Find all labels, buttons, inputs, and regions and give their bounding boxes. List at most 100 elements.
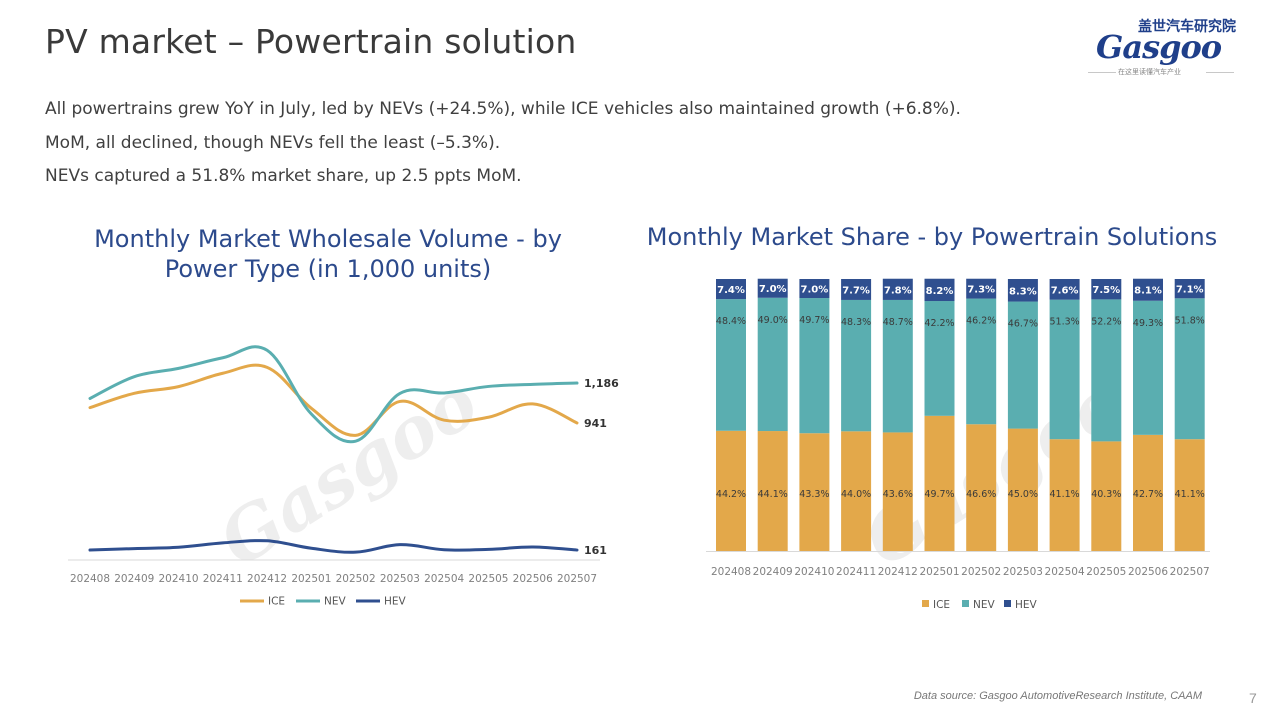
line-x-tick-label: 202503 (380, 573, 420, 585)
bar-segment-ice (1174, 439, 1205, 551)
summary-text: All powertrains grew YoY in July, led by… (45, 93, 961, 194)
bar-legend-label-hev: HEV (1015, 599, 1038, 611)
line-x-tick-label: 202409 (114, 573, 154, 585)
line-x-tick-label: 202411 (203, 573, 243, 585)
bar-x-tick-label: 202504 (1045, 566, 1085, 578)
summary-line-3: NEVs captured a 51.8% market share, up 2… (45, 166, 522, 186)
bar-data-label-nev: 46.7% (1008, 319, 1038, 330)
bar-segment-ice (1007, 428, 1038, 551)
bar-data-label-hev: 7.7% (842, 285, 870, 296)
bar-segment-nev (716, 299, 746, 431)
bar-data-label-nev: 42.2% (924, 318, 954, 329)
bar-data-label-ice: 43.6% (883, 489, 913, 500)
bar-segment-nev (1133, 300, 1163, 435)
line-end-label-hev: 161 (584, 544, 607, 557)
bar-data-label-ice: 40.3% (1091, 489, 1121, 500)
line-series-ice (88, 363, 579, 437)
line-x-tick-label: 202507 (557, 573, 597, 585)
line-x-tick-label: 202412 (247, 573, 287, 585)
line-x-tick-label: 202506 (513, 573, 553, 585)
bar-data-label-hev: 8.3% (1009, 286, 1037, 297)
line-end-label-ice: 941 (584, 417, 607, 430)
bar-x-tick-label: 202505 (1086, 566, 1126, 578)
line-end-label-nev: 1,186 (584, 377, 619, 390)
bar-segment-nev (882, 299, 913, 433)
bar-x-tick-label: 202502 (961, 566, 1001, 578)
bar-segment-nev (1049, 299, 1080, 440)
bar-segment-ice (1091, 441, 1122, 551)
bar-data-label-hev: 7.3% (967, 285, 995, 296)
bar-chart-title: Monthly Market Share - by Powertrain Sol… (646, 223, 1218, 251)
bar-data-label-hev: 7.4% (717, 285, 745, 296)
bar-segment-hev (924, 278, 955, 302)
bar-data-label-hev: 7.8% (884, 285, 912, 296)
bar-segment-ice (757, 431, 788, 551)
bar-x-tick-label: 202507 (1170, 566, 1210, 578)
bar-segment-ice (966, 424, 997, 551)
bar-segment-hev (966, 278, 997, 299)
bar-segment-hev (841, 279, 872, 300)
bar-segment-hev (716, 279, 746, 300)
bar-data-label-ice: 49.7% (924, 489, 954, 500)
bar-segment-nev (924, 301, 955, 416)
summary-line-2: MoM, all declined, though NEVs fell the … (45, 132, 501, 153)
bar-x-tick-label: 202411 (836, 566, 876, 578)
bar-segment-hev (757, 278, 788, 298)
bar-data-label-ice: 44.1% (758, 489, 788, 500)
bar-x-tick-label: 202503 (1003, 566, 1043, 578)
bar-data-label-ice: 45.0% (1008, 489, 1038, 500)
bar-segment-hev (1174, 279, 1205, 299)
line-x-tick-label: 202408 (70, 573, 110, 585)
bar-segment-nev (966, 298, 997, 425)
page-title: PV market – Powertrain solution (45, 22, 577, 61)
data-source-note: Data source: Gasgoo AutomotiveResearch I… (913, 690, 1202, 702)
bar-segment-ice (1049, 439, 1080, 551)
page-number: 7 (1249, 690, 1257, 706)
bar-data-label-nev: 52.2% (1091, 316, 1121, 327)
bar-legend-label-ice: ICE (933, 599, 950, 611)
gasgoo-logo: 盖世汽车研究院 Gasgoo 在这里读懂汽车产业 (1088, 14, 1238, 80)
bar-segment-nev (799, 298, 830, 434)
bar-segment-ice (716, 430, 746, 551)
bar-data-label-hev: 7.1% (1176, 285, 1204, 296)
logo-divider-right (1206, 72, 1234, 73)
bar-x-tick-label: 202409 (753, 566, 793, 578)
line-x-tick-label: 202501 (291, 573, 331, 585)
bar-data-label-ice: 46.6% (966, 489, 996, 500)
bar-x-tick-label: 202412 (878, 566, 918, 578)
bar-legend-label-nev: NEV (973, 599, 995, 611)
bar-data-label-ice: 44.0% (841, 489, 871, 500)
bar-segment-hev (882, 278, 913, 300)
bar-data-label-nev: 49.7% (799, 315, 829, 326)
bar-data-label-ice: 44.2% (716, 489, 746, 500)
logo-chinese-text: 盖世汽车研究院 (1138, 19, 1236, 35)
summary-line-1: All powertrains grew YoY in July, led by… (45, 99, 961, 119)
bar-segment-ice (799, 433, 830, 551)
line-legend-label-ice: ICE (268, 596, 285, 608)
logo-divider-left (1088, 72, 1116, 73)
line-legend-label-hev: HEV (384, 596, 407, 608)
line-chart-title: Monthly Market Wholesale Volume - by Pow… (94, 225, 562, 283)
logo-tagline: 在这里读懂汽车产业 (1118, 69, 1181, 76)
bar-x-tick-label: 202408 (711, 566, 751, 578)
bar-x-tick-label: 202506 (1128, 566, 1168, 578)
bar-data-label-nev: 46.2% (966, 316, 996, 327)
bar-data-label-nev: 51.8% (1175, 315, 1205, 326)
bar-data-label-hev: 7.0% (801, 285, 829, 296)
bar-segment-nev (1174, 298, 1205, 440)
bar-data-label-ice: 42.7% (1133, 489, 1163, 500)
bar-segment-hev (1007, 279, 1038, 302)
bar-legend-swatch-ice (922, 600, 929, 607)
bar-segment-ice (1133, 434, 1163, 551)
line-legend-label-nev: NEV (324, 596, 346, 608)
bar-data-label-nev: 48.3% (841, 317, 871, 328)
line-x-tick-label: 202502 (336, 573, 376, 585)
bar-segment-nev (841, 299, 872, 432)
bar-data-label-nev: 51.3% (1050, 317, 1080, 328)
line-x-tick-label: 202504 (424, 573, 464, 585)
bar-data-label-hev: 8.2% (926, 286, 954, 297)
bar-data-label-hev: 8.1% (1134, 286, 1162, 297)
bar-segment-hev (1049, 279, 1080, 300)
